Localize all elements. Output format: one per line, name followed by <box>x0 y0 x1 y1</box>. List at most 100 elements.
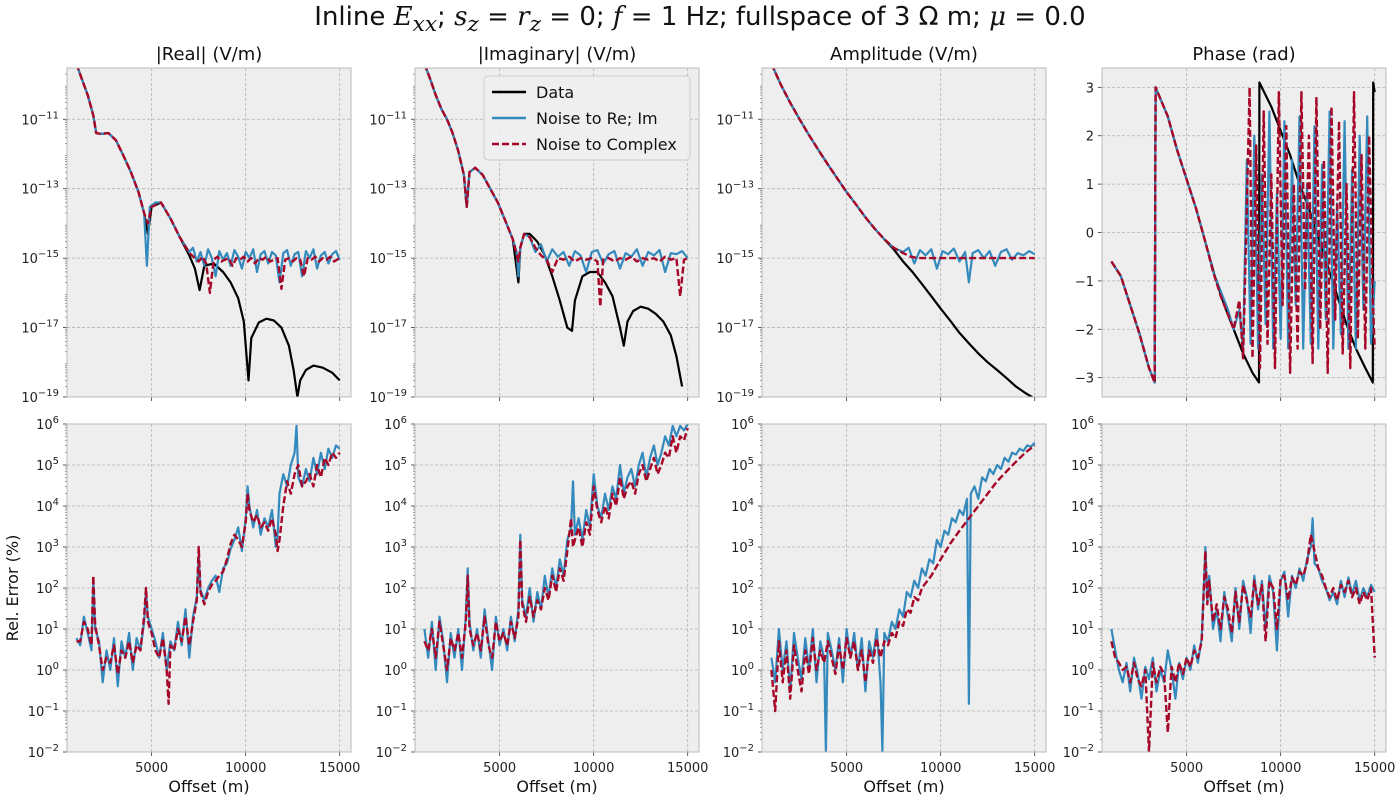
y-axis-label: Rel. Error (%) <box>3 535 22 642</box>
y-tick-label: 102 <box>384 579 407 597</box>
y-tick-label: −1 <box>1075 275 1094 290</box>
y-tick-label: 10−2 <box>723 743 754 761</box>
plot-frame <box>414 423 700 753</box>
series-line-noise-to-re-im <box>1110 517 1376 700</box>
y-tick-label: 0 <box>1086 227 1094 242</box>
y-tick-label: 10−11 <box>716 110 754 128</box>
series-line-noise-to-complex <box>772 68 1035 260</box>
y-tick-label: 10−1 <box>723 702 754 720</box>
y-tick-label: 10−17 <box>369 319 407 337</box>
panel-bottom-3: 5000 10000 15000 10−2 10−1 100 101 102 103 104 105… <box>723 415 1056 796</box>
series-line-noise-to-re-im <box>770 441 1036 752</box>
figure-title: Inline Exx; sz = rz = 0; f = 1 Hz; fulls… <box>314 2 1086 38</box>
panel-bottom-1: 5000 10000 15000 10−2 10−1 100 101 102 103 104 105… <box>3 415 360 796</box>
y-tick-label: 3 <box>1086 81 1094 96</box>
y-tick-label: 10−13 <box>21 180 59 198</box>
y-tick-label: 10−2 <box>28 743 59 761</box>
y-tick-label: 102 <box>36 579 59 597</box>
y-tick-label: 10−19 <box>716 388 754 406</box>
x-axis-label: Offset (m) <box>863 777 944 796</box>
x-tick-label: 10000 <box>1260 761 1301 776</box>
x-tick-label: 10000 <box>225 761 266 776</box>
y-tick-label: −3 <box>1075 372 1094 387</box>
x-tick-label: 10000 <box>573 761 614 776</box>
x-tick-label: 15000 <box>319 761 360 776</box>
plot-frame <box>414 67 700 398</box>
panel-title: Phase (rad) <box>1192 44 1295 65</box>
y-tick-label: 101 <box>384 620 407 638</box>
y-tick-label: 105 <box>384 456 407 474</box>
y-tick-label: 104 <box>384 497 407 515</box>
x-tick-label: 5000 <box>483 761 516 776</box>
plot-frame <box>761 423 1047 753</box>
y-tick-label: 100 <box>731 661 754 679</box>
y-tick-label: 105 <box>36 456 59 474</box>
y-tick-label: 10−1 <box>376 702 407 720</box>
y-tick-label: 102 <box>1071 579 1094 597</box>
y-tick-label: 10−2 <box>376 743 407 761</box>
y-tick-label: 10−11 <box>369 110 407 128</box>
panel-title: |Imaginary| (V/m) <box>478 44 637 65</box>
series-line-noise-to-complex <box>1110 533 1376 752</box>
y-tick-label: 106 <box>36 415 59 433</box>
series-line-noise-to-re-im <box>75 424 341 688</box>
y-tick-label: 105 <box>1071 456 1094 474</box>
y-tick-label: 104 <box>731 497 754 515</box>
y-tick-label: 103 <box>731 538 754 556</box>
x-axis-label: Offset (m) <box>516 777 597 796</box>
plot-area <box>67 68 351 397</box>
x-tick-label: 5000 <box>830 761 863 776</box>
x-axis-label: Offset (m) <box>168 777 249 796</box>
panel-top-1: 10−11 10−13 10−15 10−17 10−19 |Real| (V/m) <box>21 44 352 406</box>
y-tick-label: 101 <box>731 620 754 638</box>
legend-label: Noise to Re; Im <box>536 109 658 128</box>
y-tick-label: 10−17 <box>716 319 754 337</box>
x-tick-label: 15000 <box>667 761 708 776</box>
series-line-noise-to-complex <box>76 68 341 295</box>
plot-frame <box>1101 423 1387 753</box>
y-tick-label: 10−13 <box>369 180 407 198</box>
y-tick-label: 103 <box>36 538 59 556</box>
y-tick-label: 103 <box>384 538 407 556</box>
series-line-noise-to-complex <box>423 427 689 672</box>
panel-bottom-2: 5000 10000 15000 10−2 10−1 100 101 102 103 104 105… <box>376 415 709 796</box>
x-tick-label: 5000 <box>1170 761 1203 776</box>
y-tick-label: 102 <box>731 579 754 597</box>
y-tick-label: 10−1 <box>1063 702 1094 720</box>
y-tick-label: 106 <box>1071 415 1094 433</box>
y-tick-label: 100 <box>1071 661 1094 679</box>
y-tick-label: 10−17 <box>21 319 59 337</box>
y-tick-label: 100 <box>384 661 407 679</box>
y-tick-label: 104 <box>36 497 59 515</box>
legend-label: Noise to Complex <box>536 135 677 154</box>
y-tick-label: 10−19 <box>21 388 59 406</box>
y-tick-label: 10−11 <box>21 110 59 128</box>
y-tick-label: 10−15 <box>21 249 59 267</box>
y-tick-label: 106 <box>384 415 407 433</box>
panel-title: Amplitude (V/m) <box>830 44 978 65</box>
y-tick-label: 10−15 <box>716 249 754 267</box>
series-line-noise-to-complex <box>1110 86 1376 384</box>
y-tick-label: 104 <box>1071 497 1094 515</box>
x-tick-label: 15000 <box>1354 761 1395 776</box>
y-tick-label: 10−19 <box>369 388 407 406</box>
y-tick-label: 10−13 <box>716 180 754 198</box>
plot-area <box>762 68 1046 397</box>
series-line-noise-to-complex <box>770 444 1036 713</box>
panel-top-4: 3 2 1 0 −1 −2 −3 Phase (rad) <box>1075 44 1387 401</box>
plot-frame <box>761 67 1047 398</box>
x-tick-label: 10000 <box>920 761 961 776</box>
y-tick-label: 106 <box>731 415 754 433</box>
y-tick-label: 10−2 <box>1063 743 1094 761</box>
panel-bottom-4: 5000 10000 15000 10−2 10−1 100 101 102 103 104 105… <box>1063 415 1396 796</box>
legend: Data Noise to Re; Im Noise to Complex <box>483 75 691 161</box>
x-tick-label: 5000 <box>135 761 168 776</box>
y-tick-label: 1 <box>1086 178 1094 193</box>
legend-box <box>483 75 691 161</box>
series-line-noise-to-complex <box>76 451 341 705</box>
y-tick-label: 100 <box>36 661 59 679</box>
series-line-noise-to-complex <box>424 68 689 308</box>
x-tick-label: 15000 <box>1014 761 1055 776</box>
legend-label: Data <box>536 83 574 102</box>
